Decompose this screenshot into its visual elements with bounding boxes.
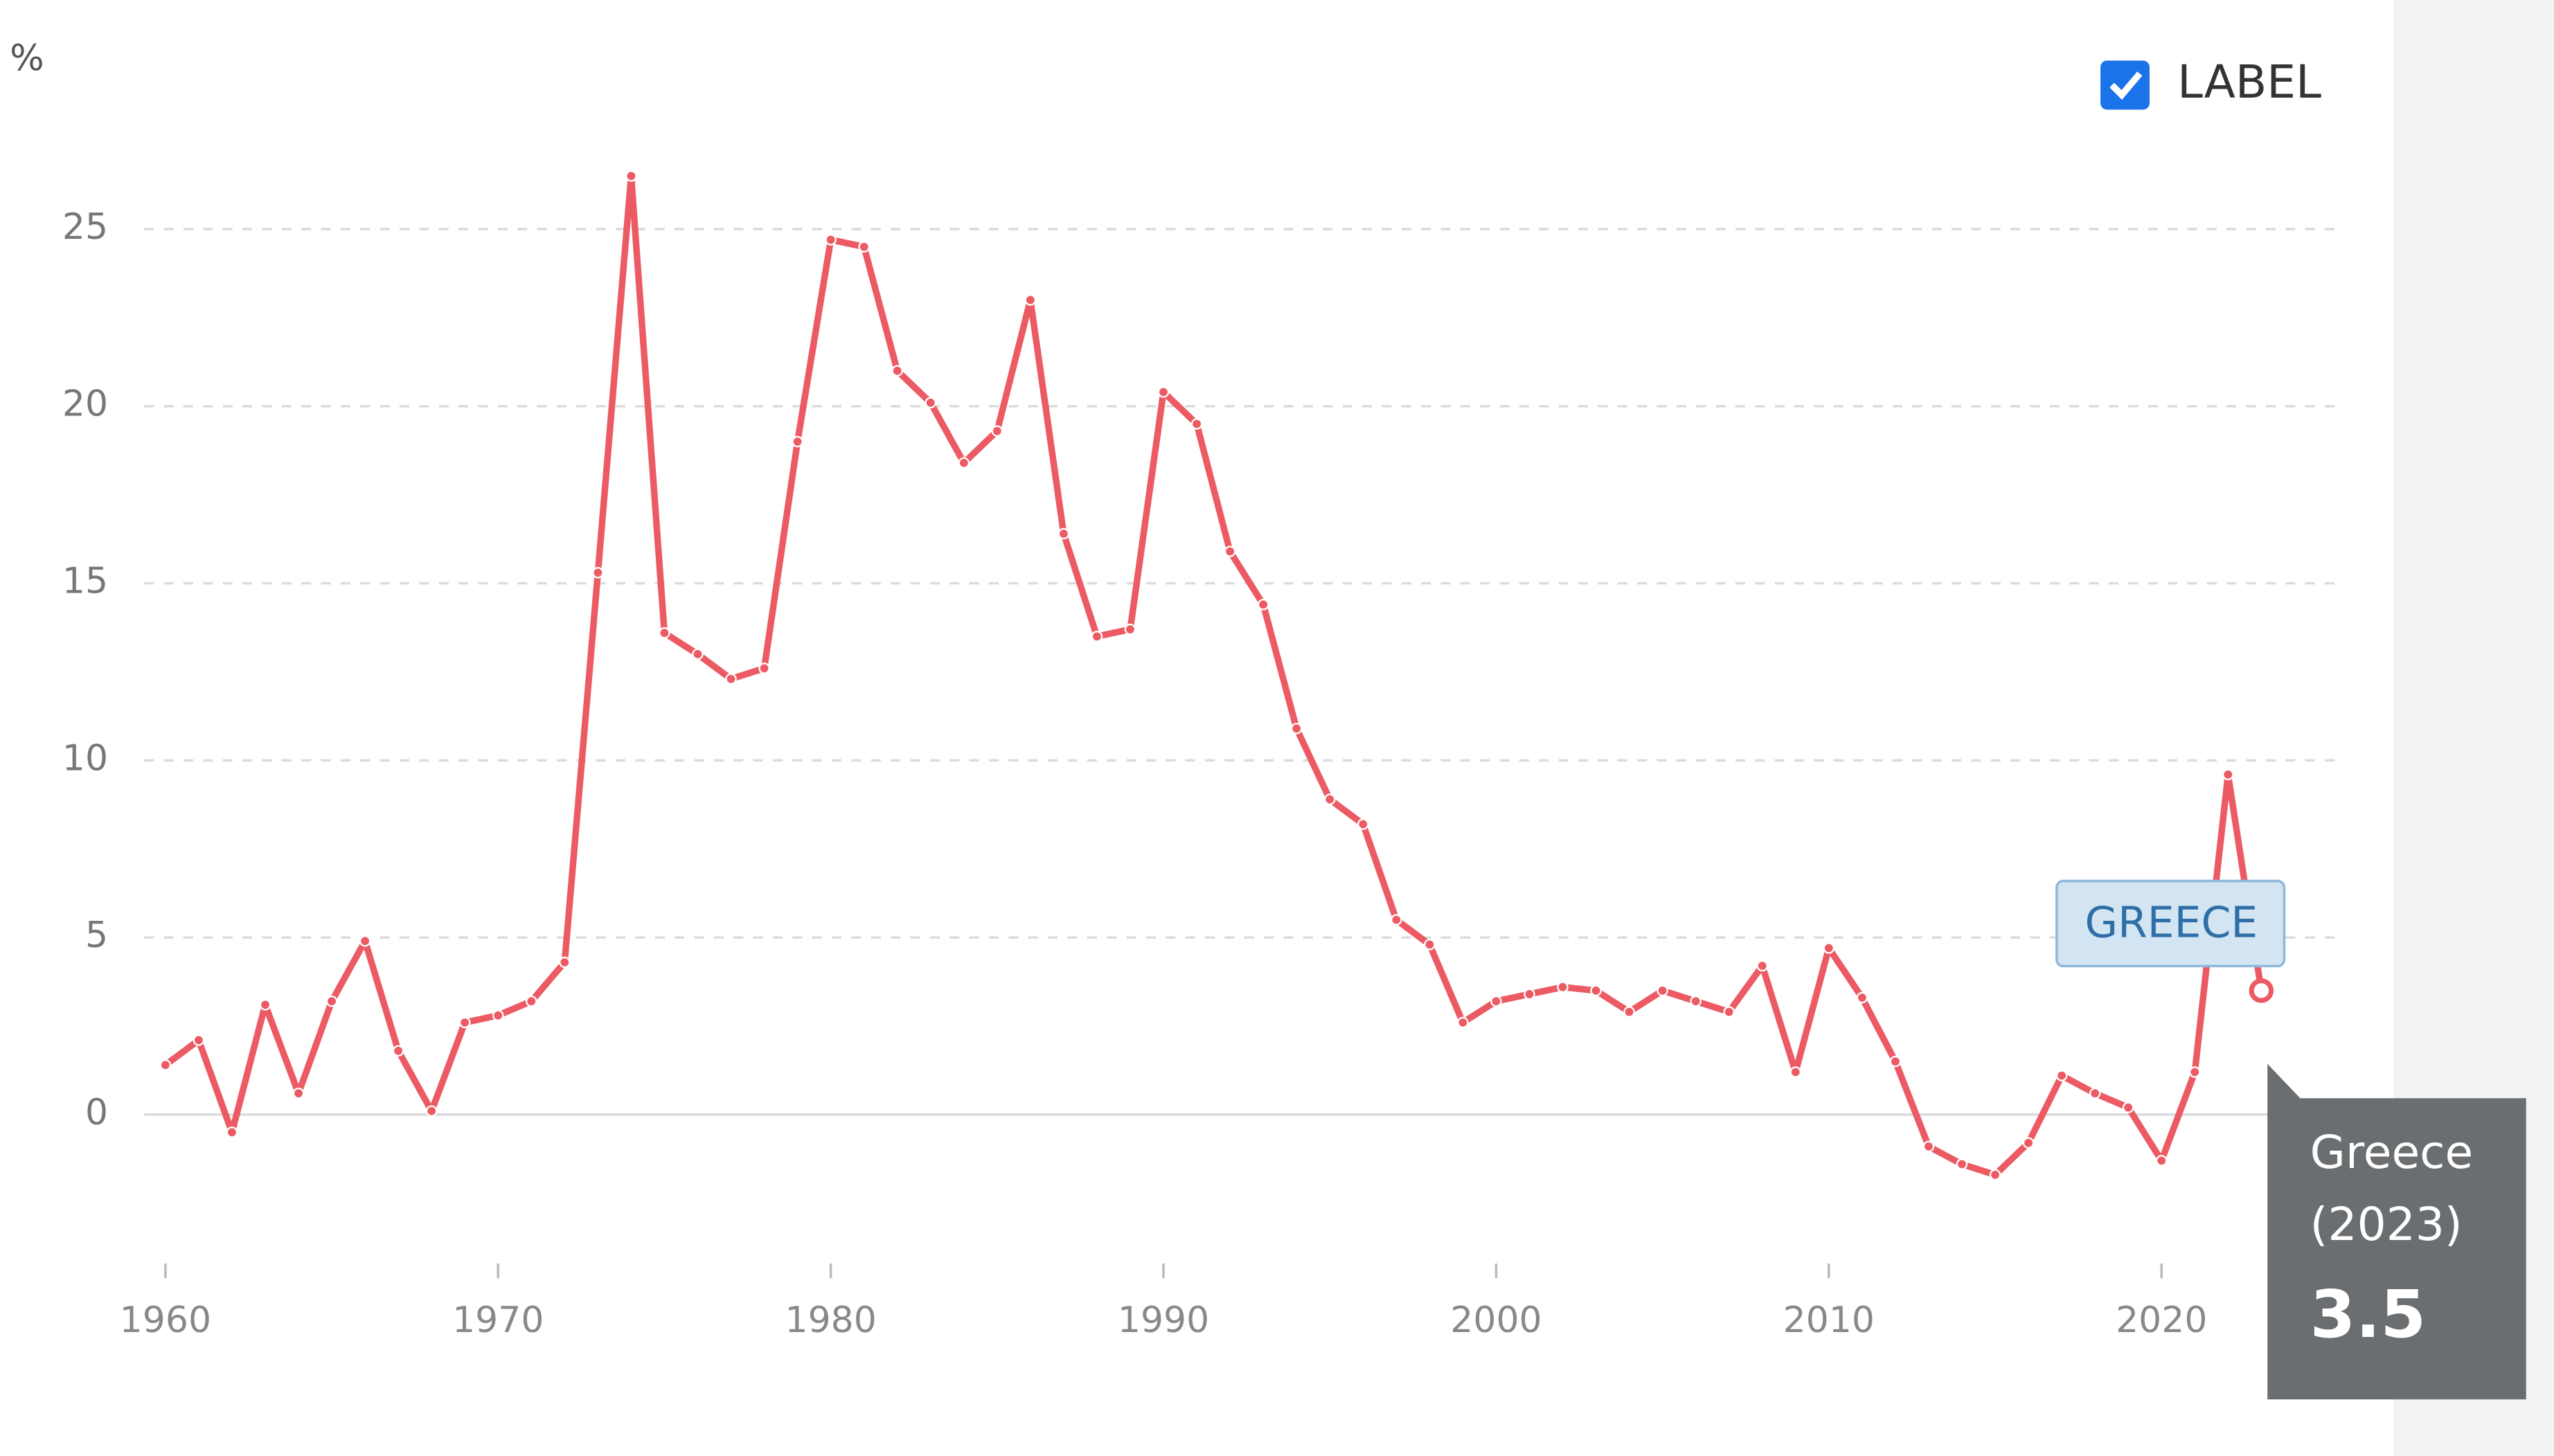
data-point — [2122, 1102, 2134, 1113]
data-point — [1457, 1016, 1469, 1029]
label-toggle[interactable]: LABEL — [2100, 55, 2321, 110]
data-point — [226, 1126, 238, 1138]
data-point — [1989, 1169, 2001, 1181]
data-point — [1290, 722, 1303, 735]
series-label: GREECE — [2084, 898, 2258, 947]
data-point — [958, 457, 970, 469]
tooltip-box — [2267, 1063, 2526, 1400]
data-point — [2089, 1087, 2101, 1099]
data-point — [725, 673, 737, 685]
data-point — [159, 1059, 172, 1071]
data-point — [792, 435, 803, 448]
data-point — [1357, 818, 1369, 830]
data-point — [2189, 1066, 2201, 1078]
y-tick-label: 0 — [85, 1092, 108, 1133]
y-tick-label: 20 — [62, 384, 108, 425]
y-tick-label: 10 — [62, 737, 108, 779]
data-point — [1789, 1066, 1802, 1078]
tooltip-name: Greece — [2310, 1126, 2474, 1179]
data-point — [1623, 1006, 1635, 1018]
data-point — [1557, 981, 1569, 993]
series-line — [163, 172, 2265, 1178]
data-point — [2222, 769, 2234, 781]
x-tick-label: 1970 — [452, 1300, 544, 1341]
y-tick-label: 15 — [62, 561, 108, 602]
tooltip: Greece (2023) 3.5 — [2267, 1063, 2526, 1400]
data-point — [2055, 1070, 2068, 1081]
data-point — [425, 1105, 438, 1117]
data-point — [925, 397, 937, 408]
data-point — [325, 995, 338, 1007]
data-point — [1490, 995, 1502, 1007]
data-point — [492, 1009, 504, 1021]
data-point — [825, 234, 837, 246]
data-point — [2155, 1155, 2168, 1167]
data-point — [2249, 978, 2274, 1003]
x-tick-label: 1960 — [120, 1300, 211, 1341]
data-point — [1956, 1158, 1968, 1170]
data-point — [1424, 939, 1436, 951]
data-point — [891, 365, 904, 377]
data-point — [1257, 598, 1269, 611]
x-tick-label: 2000 — [1450, 1300, 1542, 1341]
tooltip-value: 3.5 — [2310, 1277, 2427, 1353]
data-point — [1391, 914, 1402, 926]
data-point — [559, 956, 571, 969]
data-point — [2022, 1137, 2035, 1149]
data-point — [1723, 1006, 1735, 1018]
data-point — [991, 425, 1003, 437]
data-point — [1024, 294, 1037, 306]
data-point — [1524, 988, 1535, 1000]
data-point — [292, 1087, 305, 1099]
data-point — [359, 935, 371, 947]
data-point — [1690, 995, 1702, 1007]
x-tick-label: 1980 — [785, 1300, 876, 1341]
data-point — [1190, 418, 1203, 430]
data-point — [1922, 1140, 1935, 1153]
data-point — [625, 170, 637, 182]
data-point — [659, 627, 670, 639]
data-point — [458, 1016, 471, 1029]
x-tick-label: 2020 — [2116, 1300, 2207, 1341]
data-point — [1856, 991, 1868, 1004]
data-point — [1224, 546, 1236, 557]
checkbox[interactable] — [2100, 60, 2150, 110]
data-point — [692, 648, 704, 660]
series-label-box — [2055, 879, 2286, 968]
data-point — [1889, 1055, 1902, 1068]
toggle-label[interactable]: LABEL — [2177, 55, 2321, 109]
data-point — [193, 1034, 205, 1046]
data-point — [259, 999, 271, 1011]
data-point — [526, 995, 537, 1007]
data-point — [1124, 623, 1136, 636]
y-unit: % — [10, 37, 44, 79]
data-point — [1756, 960, 1769, 972]
data-point — [1091, 630, 1103, 642]
tooltip-period: (2023) — [2310, 1198, 2463, 1251]
data-point — [392, 1045, 404, 1057]
y-tick-label: 25 — [62, 206, 108, 248]
checkmark — [2109, 71, 2143, 100]
x-tick-label: 2010 — [1783, 1300, 1875, 1341]
data-point — [1157, 386, 1170, 398]
data-point — [758, 663, 770, 674]
x-tick-label: 1990 — [1118, 1300, 1209, 1341]
data-point — [592, 566, 604, 579]
data-point — [1823, 942, 1835, 954]
data-point — [1323, 793, 1336, 805]
y-tick-label: 5 — [85, 915, 108, 956]
data-point — [1656, 985, 1668, 997]
data-point — [1057, 528, 1070, 540]
data-point — [1590, 985, 1602, 997]
data-point — [858, 241, 870, 253]
